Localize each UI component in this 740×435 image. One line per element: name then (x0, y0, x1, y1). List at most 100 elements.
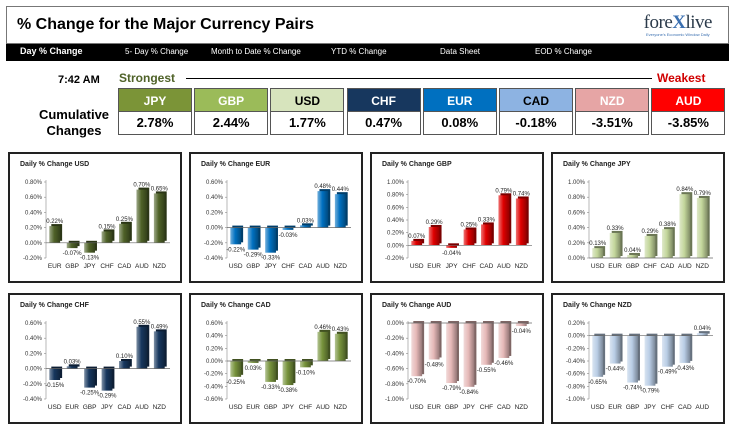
x-tick-label: GBP (264, 404, 278, 411)
y-tick-label: -1.00% (566, 397, 586, 403)
data-label: -0.65% (588, 380, 608, 386)
data-label: 0.25% (116, 217, 134, 223)
bar (696, 333, 708, 336)
currency-tile-value: 1.77% (270, 112, 345, 135)
bar (662, 335, 673, 367)
bar (136, 326, 148, 369)
data-label: -0.25% (226, 380, 246, 386)
bar (247, 361, 259, 363)
y-tick-label: 0.60% (206, 321, 224, 327)
nav-month-to-date[interactable]: Month to Date % Change (211, 47, 301, 56)
x-tick-label: CHF (462, 263, 475, 270)
bar (49, 368, 61, 380)
data-label: -0.79% (640, 389, 660, 395)
bar (411, 240, 423, 246)
y-tick-label: 0.00% (387, 321, 405, 327)
x-tick-label: CHF (480, 404, 493, 411)
currency-tile-nzd: NZD -3.51% (575, 88, 650, 135)
chart-gbp: -0.20% 0.00% 0.20% 0.40% 0.60% 0.80% 1.00% 0.07… (385, 180, 532, 270)
data-label: -0.79% (442, 386, 462, 392)
y-tick-label: 0.40% (568, 226, 586, 232)
x-tick-label: CHF (281, 263, 294, 270)
data-label: -0.29% (97, 394, 117, 400)
bar (334, 194, 346, 228)
currency-tile-name: GBP (194, 88, 269, 112)
currency-tile-eur: EUR 0.08% (422, 88, 497, 135)
bar (498, 323, 510, 358)
bar (230, 227, 242, 245)
data-label: 0.79% (694, 191, 712, 197)
data-label: -0.25% (80, 391, 100, 397)
chart-cad: -0.60% -0.40% -0.20% 0.00% 0.20% 0.40% 0.60% -0… (204, 321, 351, 411)
bar (265, 361, 276, 382)
page-title: % Change for the Major Currency Pairs (17, 16, 314, 33)
bar-side (629, 252, 640, 256)
y-tick-label: -0.40% (566, 359, 586, 365)
chart-panel-chf: Daily % Change CHF -0.40% -0.20% 0.00% 0.20… (8, 293, 182, 424)
currency-tile-value: -0.18% (499, 112, 573, 135)
currency-tile-name: AUD (651, 88, 726, 112)
y-tick-label: -0.60% (204, 397, 224, 403)
x-tick-label: AUD (316, 263, 330, 270)
y-tick-label: 0.00% (568, 256, 586, 262)
bar (66, 242, 78, 249)
chart-chf: -0.40% -0.20% 0.00% 0.20% 0.40% 0.60% -0.15% US… (23, 320, 170, 411)
x-tick-label: CHF (643, 263, 656, 270)
data-label: -0.43% (675, 366, 695, 372)
cumulative-label-line2: Changes (46, 123, 102, 138)
y-tick-label: 0.40% (25, 336, 43, 342)
data-label: -0.44% (606, 367, 626, 373)
bar (136, 189, 148, 243)
data-label: 0.44% (332, 187, 350, 193)
data-label: 0.10% (116, 354, 134, 360)
currency-tile-aud: AUD -3.85% (651, 88, 726, 135)
x-tick-label: NZD (153, 404, 167, 411)
bar (282, 227, 294, 230)
data-label: -0.03% (278, 233, 298, 239)
y-tick-label: 1.00% (568, 180, 586, 186)
chart-eur: -0.40% -0.20% 0.00% 0.20% 0.40% 0.60% -0.22% US… (204, 180, 351, 270)
data-label: 0.84% (676, 187, 694, 193)
bar (644, 235, 656, 258)
data-label: -0.04% (442, 251, 462, 257)
currency-tile-value: 0.47% (346, 112, 421, 135)
bar-side (68, 364, 80, 367)
data-label: 0.74% (513, 191, 531, 197)
x-tick-label: AUD (695, 404, 709, 411)
bar (153, 331, 165, 369)
logo-text: foreXlive (643, 12, 713, 33)
x-tick-label: CAD (480, 263, 494, 270)
currency-tile-name: USD (270, 88, 345, 112)
data-label: -0.84% (459, 390, 479, 396)
y-tick-label: -0.40% (204, 384, 224, 390)
currency-tile-name: NZD (575, 88, 650, 112)
nav-eod-change[interactable]: EOD % Change (535, 47, 592, 56)
time-label: 7:42 AM (58, 74, 100, 86)
y-tick-label: -0.40% (23, 397, 43, 403)
nav-5day-change[interactable]: 5- Day % Change (125, 47, 189, 56)
y-tick-label: 0.40% (206, 195, 224, 201)
y-tick-label: 0.00% (568, 334, 586, 340)
x-tick-label: NZD (153, 263, 167, 270)
y-tick-label: -0.20% (23, 256, 43, 262)
data-label: -0.04% (512, 329, 532, 335)
nav-ytd-change[interactable]: YTD % Change (331, 47, 387, 56)
y-tick-label: 0.00% (206, 359, 224, 365)
y-tick-label: -0.60% (566, 372, 586, 378)
data-label: -0.55% (477, 368, 497, 374)
y-tick-label: 0.60% (568, 210, 586, 216)
data-label: -0.38% (278, 388, 298, 394)
x-tick-label: AUD (135, 263, 149, 270)
nav-day-change[interactable]: Day % Change (20, 46, 83, 56)
y-tick-label: 0.80% (25, 180, 43, 186)
bar (696, 197, 708, 258)
currency-tile-cad: CAD -0.18% (499, 88, 573, 135)
bar (515, 198, 527, 246)
bar (446, 245, 457, 248)
chart-panel-jpy: Daily % Change JPY 0.00% 0.20% 0.40% 0.60% 0… (551, 152, 725, 283)
bar (609, 335, 621, 364)
nav-data-sheet[interactable]: Data Sheet (440, 47, 481, 56)
data-label: 0.15% (98, 224, 116, 230)
x-tick-label: GBP (626, 263, 640, 270)
x-tick-label: JPY (463, 404, 476, 411)
